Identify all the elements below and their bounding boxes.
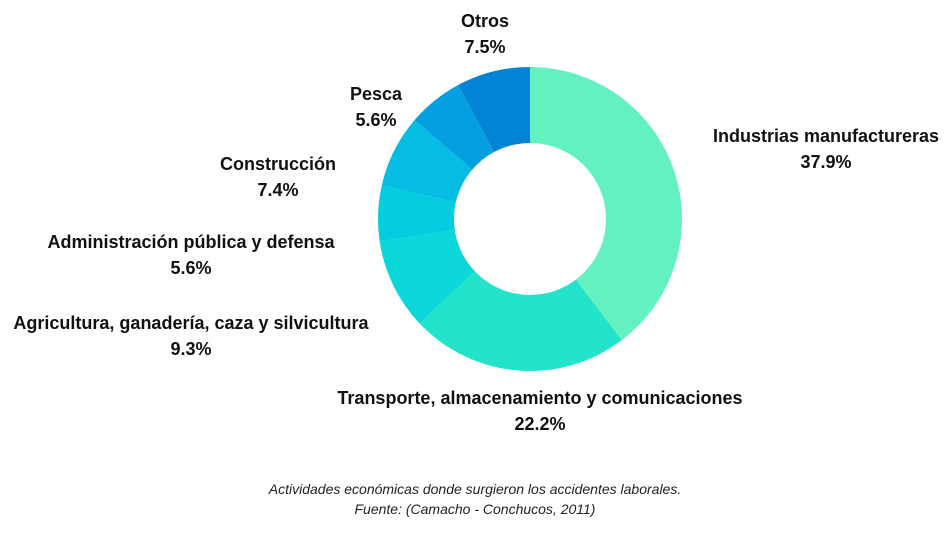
donut-slice [530, 67, 682, 341]
chart-source: Fuente: (Camacho - Conchucos, 2011) [354, 501, 596, 517]
slice-labels: Industrias manufactureras 37.9% Transporte… [13, 11, 939, 434]
donut-slice [378, 185, 530, 242]
slice-label: Administración pública y defensa [47, 232, 335, 252]
slice-value-label: 7.4% [257, 180, 298, 200]
slice-value-label: 5.6% [355, 110, 396, 130]
slice-label: Otros [461, 11, 509, 31]
donut-slice [419, 219, 622, 371]
slice-label: Construcción [220, 154, 336, 174]
donut-hole [454, 143, 606, 295]
slice-label: Pesca [350, 84, 403, 104]
chart-caption: Actividades económicas donde surgieron l… [268, 481, 682, 497]
slice-value-label: 9.3% [170, 339, 211, 359]
slice-value-label: 37.9% [800, 152, 851, 172]
slice-label: Agricultura, ganadería, caza y silvicult… [13, 313, 369, 333]
slice-value-label: 7.5% [464, 37, 505, 57]
slice-value-label: 5.6% [170, 258, 211, 278]
slice-value-label: 22.2% [514, 414, 565, 434]
slice-label: Transporte, almacenamiento y comunicacio… [337, 388, 742, 408]
slice-label: Industrias manufactureras [713, 126, 939, 146]
